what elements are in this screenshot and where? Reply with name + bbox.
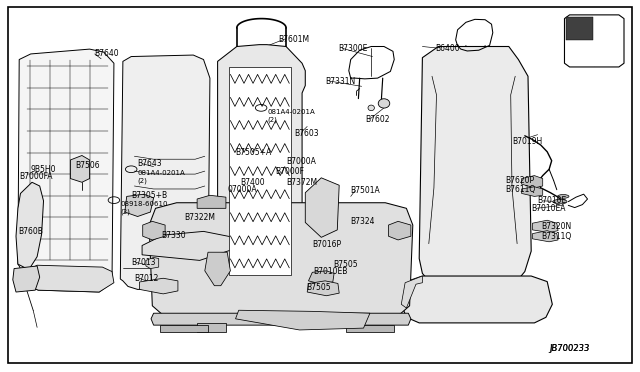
Polygon shape (401, 276, 552, 323)
Bar (566, 17, 593, 40)
Polygon shape (29, 265, 114, 292)
Text: B7305+B: B7305+B (131, 191, 167, 200)
Text: B7620P: B7620P (506, 176, 535, 185)
Polygon shape (143, 221, 165, 240)
Text: B7501A: B7501A (351, 186, 380, 195)
Polygon shape (205, 252, 230, 286)
Polygon shape (151, 313, 411, 325)
Ellipse shape (378, 99, 390, 108)
Polygon shape (13, 266, 40, 292)
Text: 081A4-0201A: 081A4-0201A (268, 109, 316, 115)
Polygon shape (140, 278, 178, 294)
Text: B760B: B760B (18, 227, 43, 236)
Text: (2): (2) (268, 116, 277, 123)
Text: B7300E: B7300E (338, 44, 367, 53)
Ellipse shape (553, 199, 567, 204)
Text: B7320N: B7320N (541, 222, 571, 231)
Polygon shape (218, 45, 305, 293)
Text: B7013: B7013 (131, 258, 156, 267)
Polygon shape (229, 67, 291, 275)
Polygon shape (18, 49, 114, 292)
Polygon shape (388, 221, 411, 240)
Text: B7505: B7505 (306, 283, 330, 292)
Text: B7311Q: B7311Q (541, 232, 571, 241)
Text: B7611Q: B7611Q (506, 185, 536, 194)
Text: B7019H: B7019H (512, 137, 542, 146)
Text: JB700233: JB700233 (549, 344, 589, 353)
Polygon shape (522, 187, 543, 196)
Polygon shape (16, 182, 44, 270)
Text: B7016P: B7016P (312, 240, 342, 249)
Text: B7601M: B7601M (278, 35, 310, 44)
Polygon shape (564, 15, 624, 67)
Polygon shape (308, 271, 334, 283)
Text: B7643: B7643 (138, 159, 162, 168)
Text: JB700233: JB700233 (549, 344, 589, 353)
Polygon shape (149, 203, 413, 321)
Text: B7330: B7330 (161, 231, 186, 240)
Text: (2): (2) (120, 209, 130, 215)
Polygon shape (70, 155, 90, 182)
Text: B6400: B6400 (435, 44, 460, 53)
Text: B7372M: B7372M (287, 178, 318, 187)
Polygon shape (236, 310, 370, 330)
Polygon shape (532, 231, 558, 242)
Polygon shape (305, 178, 339, 237)
Bar (346, 325, 394, 332)
Ellipse shape (368, 105, 374, 111)
Text: B7400: B7400 (240, 178, 264, 187)
Text: B7000F: B7000F (275, 167, 304, 176)
Text: B7324: B7324 (351, 217, 375, 226)
Text: 081A4-0201A: 081A4-0201A (138, 170, 186, 176)
Text: B7000A: B7000A (287, 157, 317, 166)
Polygon shape (419, 46, 531, 281)
Text: B7603: B7603 (294, 129, 319, 138)
Text: B7506: B7506 (76, 161, 100, 170)
Polygon shape (197, 323, 226, 332)
Bar (160, 325, 208, 332)
Polygon shape (522, 176, 543, 188)
Text: B7010EA: B7010EA (531, 204, 566, 213)
Text: B7505+A: B7505+A (236, 148, 272, 157)
Text: B7505: B7505 (333, 260, 357, 269)
Polygon shape (146, 257, 159, 269)
Text: 08918-60610: 08918-60610 (120, 201, 168, 207)
Text: B7602: B7602 (365, 115, 389, 124)
Polygon shape (142, 231, 236, 260)
Text: 9B5H0: 9B5H0 (31, 165, 56, 174)
Text: 07000A: 07000A (227, 185, 257, 194)
Text: B7010E: B7010E (538, 196, 567, 205)
Text: B7012: B7012 (134, 274, 159, 283)
Text: B7000FA: B7000FA (19, 172, 52, 181)
Polygon shape (532, 220, 558, 232)
Text: B7640: B7640 (95, 49, 119, 58)
Polygon shape (197, 195, 226, 208)
Text: B7331N: B7331N (325, 77, 355, 86)
Ellipse shape (557, 195, 569, 198)
Polygon shape (120, 55, 210, 289)
Text: (2): (2) (138, 178, 147, 185)
Text: B7010EB: B7010EB (314, 267, 348, 276)
Text: B7322M: B7322M (184, 213, 215, 222)
Polygon shape (125, 194, 154, 217)
Polygon shape (401, 276, 422, 308)
Polygon shape (307, 281, 339, 296)
